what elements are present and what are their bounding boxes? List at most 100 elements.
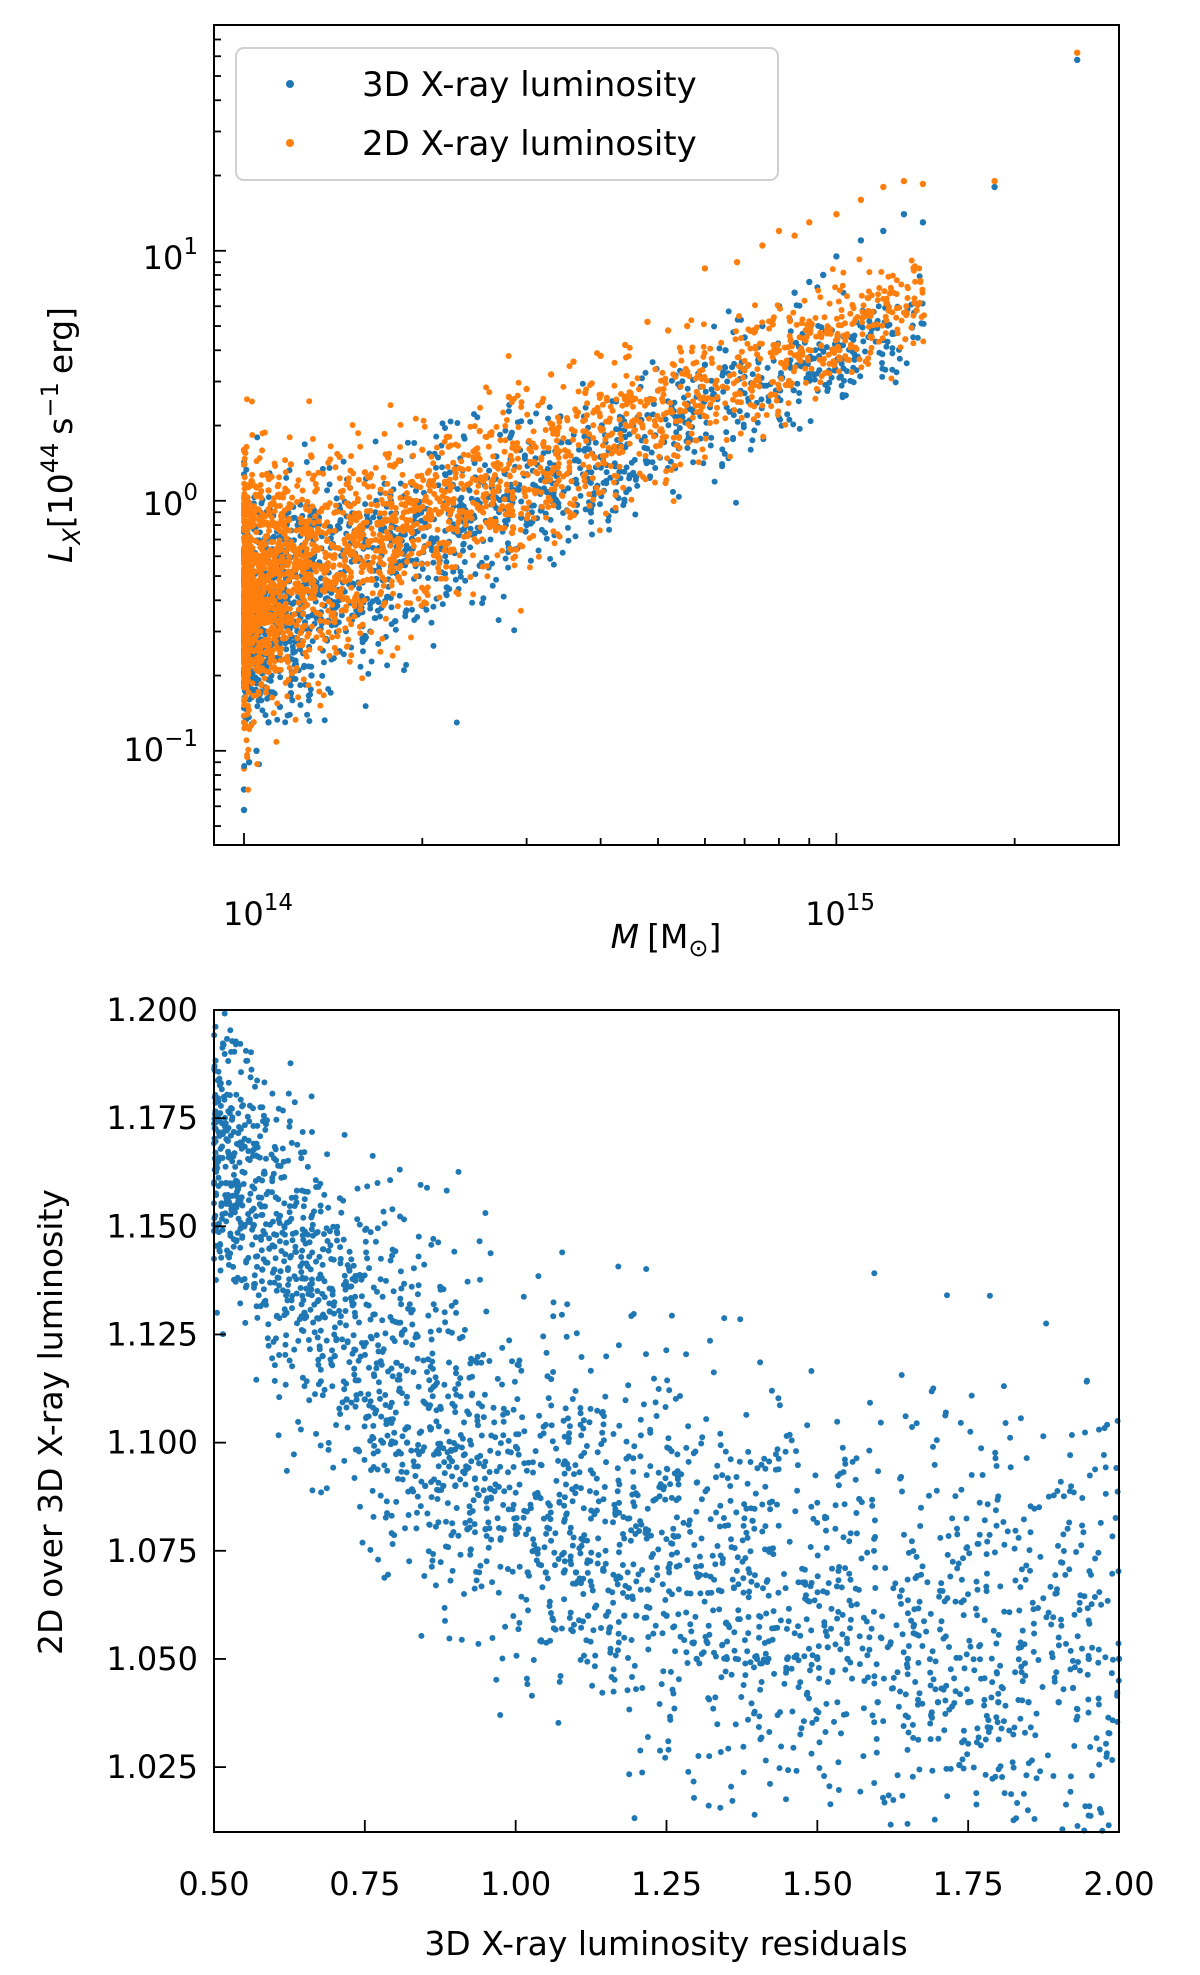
scatter-point-2d [411,508,418,515]
scatter-point-3d [533,410,540,417]
scatter-point-2d [351,530,358,536]
scatter-point-2d [629,380,636,387]
scatter-point-3d [530,502,537,509]
scatter-point-2d [333,649,340,656]
scatter-point-3d [457,496,464,503]
scatter-point-3d [325,686,332,692]
scatter-point [788,1665,795,1672]
scatter-point [1105,1822,1112,1829]
scatter-point-2d [392,510,399,517]
scatter-point-3d [807,418,814,425]
scatter-point-2d [277,581,284,588]
scatter-point-2d [290,542,297,549]
scatter-point-2d [611,443,618,450]
scatter-point-2d [510,467,517,474]
scatter-point [630,1311,637,1317]
scatter-point-2d [424,498,431,505]
scatter-point-2d [476,427,483,435]
scatter-point-2d [422,515,429,521]
scatter-point-2d [379,521,385,528]
scatter-point-2d [255,506,262,513]
scatter-point-3d [439,464,445,471]
scatter-point-2d [539,399,546,406]
scatter-point-2d [274,666,281,673]
scatter-point-2d [766,325,773,332]
scatter-point [474,1417,481,1424]
scatter-point-2d [846,357,853,363]
scatter-point-2d [902,336,909,343]
scatter-point-3d [414,614,421,620]
scatter-point-3d [467,525,474,532]
scatter-point [1066,1519,1073,1526]
scatter-point-2d [681,400,688,407]
scatter-point-2d [269,624,275,631]
scatter-point-3d [245,759,253,766]
scatter-point-3d [469,599,476,606]
scatter-point-2d [769,354,776,361]
scatter-point-2d [821,314,828,321]
scatter-point-2d [279,606,286,613]
scatter-point-2d [509,507,515,514]
scatter-point-2d [477,404,484,411]
scatter-point-2d [259,430,266,437]
scatter-point [499,1381,505,1388]
scatter-point-2d [455,520,461,527]
scatter-point-2d [553,444,560,451]
scatter-point-2d [778,375,785,382]
scatter-point-2d [456,514,463,521]
scatter-point [584,1612,592,1619]
scatter-point-2d [397,562,404,569]
scatter-point-2d [893,305,900,312]
scatter-point-2d [248,577,255,584]
scatter-point-3d [642,369,649,376]
scatter-point [308,1226,315,1233]
top-ticks [214,24,1120,845]
scatter-point-2d [636,411,643,418]
scatter-point-3d [340,458,347,465]
scatter-point-2d [602,510,609,517]
scatter-point-2d [359,621,366,628]
scatter-point-2d [306,507,313,514]
scatter-point-3d [458,501,465,508]
scatter-point-3d [305,697,312,704]
scatter-point [304,1163,311,1170]
scatter-point-2d [350,598,357,605]
scatter-point-2d [382,490,389,497]
scatter-point-2d [838,322,845,329]
scatter-point-2d [374,519,381,526]
scatter-point-2d [299,496,306,503]
scatter-point [688,1628,695,1635]
scatter-point-2d [570,436,576,443]
scatter-point-3d [303,459,310,465]
scatter-point-2d [500,409,507,416]
scatter-point [707,1337,713,1344]
scatter-point-2d [452,474,459,481]
scatter-point [505,1437,512,1444]
scatter-point-2d [303,550,310,557]
scatter-point-2d [256,616,263,622]
scatter-point [639,1567,646,1573]
legend: 3D X-ray luminosity 2D X-ray luminosity [235,47,779,181]
scatter-point-2d [315,469,322,476]
scatter-point-2d [377,591,384,598]
scatter-point-3d [493,576,500,583]
scatter-point-2d [426,467,433,474]
scatter-point-3d [879,365,886,372]
scatter-point-2d [344,532,351,539]
scatter-point-2d [618,436,624,443]
scatter-point-2d [838,313,845,320]
scatter-point-3d [684,385,691,392]
scatter-point-2d [910,340,917,347]
scatter-point [466,1503,473,1510]
scatter-point-2d [817,294,824,301]
scatter-point-2d [316,688,323,695]
scatter-point-2d [287,631,294,638]
scatter-point-2d [488,520,495,527]
scatter-point [364,1255,371,1262]
scatter-point-2d [274,520,281,527]
scatter-point-3d [791,289,798,296]
scatter-point-2d [490,490,497,497]
scatter-point-3d [641,444,648,451]
scatter-point-2d [431,491,438,497]
scatter-point-3d [632,511,639,518]
